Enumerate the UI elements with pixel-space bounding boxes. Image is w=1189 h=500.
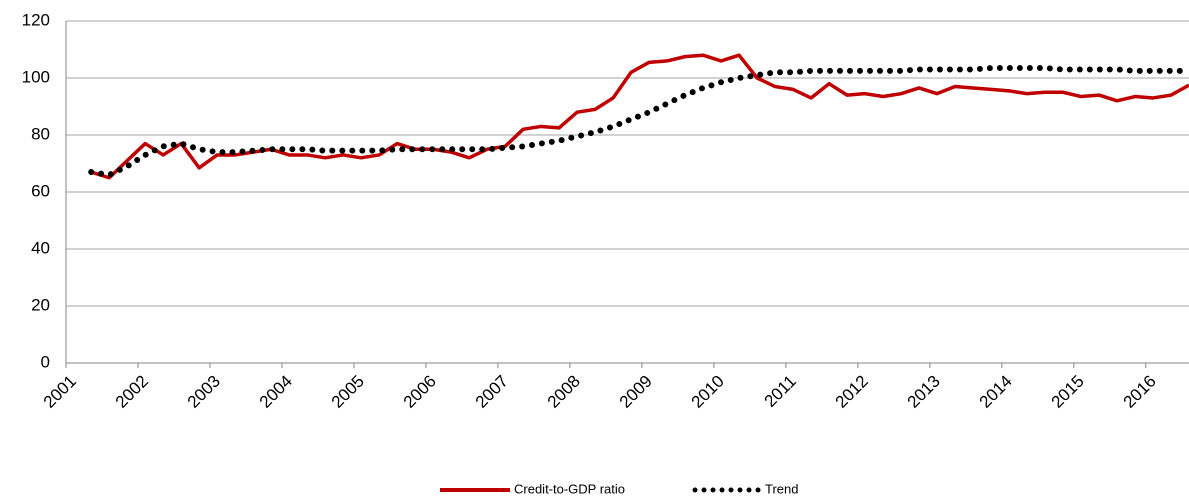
x-tick-label: 2005 [328,372,368,412]
x-tick-label: 2014 [976,372,1016,412]
y-tick-label: 120 [22,10,50,29]
x-tick-label: 2004 [256,372,296,412]
x-tick-label: 2016 [1120,372,1160,412]
legend-label: Credit-to-GDP ratio [514,481,625,496]
x-tick-label: 2003 [184,372,224,412]
legend: Credit-to-GDP ratio Trend [440,481,799,496]
x-tick-label: 2007 [472,372,512,412]
y-tick-label: 100 [22,67,50,86]
y-tick-label: 40 [31,238,50,257]
x-tick-label: 2008 [544,372,584,412]
x-tick-label: 2009 [616,372,656,412]
y-tick-label: 0 [41,352,50,371]
x-tick-label: 2010 [688,372,728,412]
x-tick-label: 2001 [40,372,80,412]
x-tick-label: 2015 [1048,372,1088,412]
x-tick-label: 2011 [761,372,800,411]
x-tick-label: 2002 [112,372,152,412]
y-tick-label: 20 [31,295,50,314]
x-tick-label: 2006 [400,372,440,412]
legend-label: Trend [765,481,798,496]
series-line [88,65,1189,179]
x-tick-label: 2012 [832,372,872,412]
x-tick-label: 2013 [904,372,944,412]
y-tick-label: 80 [31,124,50,143]
y-tick-label: 60 [31,181,50,200]
